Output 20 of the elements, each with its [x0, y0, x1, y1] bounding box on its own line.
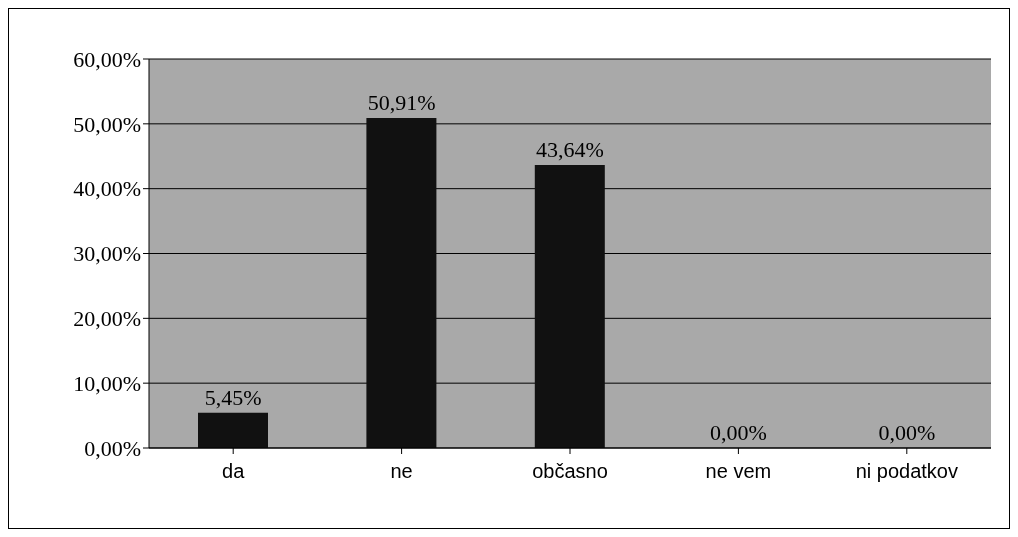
data-label: 0,00%: [709, 420, 767, 445]
x-tick-label: ne: [390, 460, 413, 483]
y-tick-label: 20,00%: [73, 306, 141, 332]
y-tick-label: 60,00%: [73, 46, 141, 72]
data-label: 50,91%: [367, 89, 436, 115]
bar: [198, 412, 268, 448]
data-label: 43,64%: [536, 137, 604, 163]
bar: [366, 117, 437, 448]
y-tick-label: 10,00%: [73, 370, 141, 396]
x-tick-label: občasno: [532, 460, 608, 483]
data-label: 0,00%: [878, 420, 936, 445]
y-tick-label: 30,00%: [73, 241, 141, 267]
bar: [534, 165, 605, 448]
y-tick-label: 50,00%: [73, 111, 141, 137]
x-tick-label: ne vem: [705, 460, 772, 483]
y-tick-label: 0,00%: [84, 435, 141, 461]
x-tick-label: da: [222, 460, 246, 483]
data-label: 5,45%: [204, 384, 262, 410]
y-tick-label: 40,00%: [73, 176, 141, 202]
x-tick-label: ni podatkov: [855, 460, 958, 483]
